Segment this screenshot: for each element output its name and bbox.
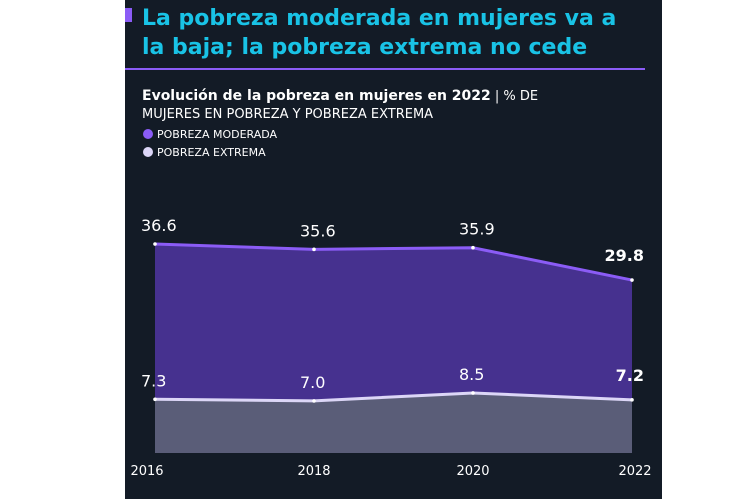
- point: [630, 398, 634, 402]
- point: [630, 278, 634, 282]
- x-tick-label: 2018: [297, 464, 330, 479]
- value-label: 8.5: [459, 365, 484, 384]
- legend-swatch: [143, 129, 153, 139]
- point: [153, 242, 157, 246]
- subtitle: Evolución de la pobreza en mujeres en 20…: [142, 88, 538, 122]
- value-label: 7.0: [300, 373, 325, 392]
- x-tick-label: 2020: [456, 464, 489, 479]
- value-label: 7.3: [141, 371, 166, 390]
- point: [471, 391, 475, 395]
- chart-title: La pobreza moderada en mujeres va a la ba…: [142, 6, 616, 60]
- subtitle-part: | % DE: [495, 89, 538, 104]
- area: [155, 392, 632, 453]
- legend-swatch: [143, 147, 153, 157]
- line: [154, 242, 633, 282]
- plot: 36.6 35.6 35.9 29.8 7.3 7.0 8.5 7.2 2016 2018 2020…: [130, 216, 651, 479]
- legend: POBREZA MODERADA POBREZA EXTREMA: [143, 128, 278, 159]
- subtitle-part: MUJERES EN POBREZA Y POBREZA EXTREMA: [142, 107, 433, 122]
- title-line: La pobreza moderada en mujeres va a: [142, 6, 616, 31]
- value-label: 7.2: [616, 366, 644, 385]
- legend-label: POBREZA EXTREMA: [157, 146, 266, 159]
- point: [153, 397, 157, 402]
- point: [471, 245, 475, 250]
- legend-label: POBREZA MODERADA: [157, 128, 278, 141]
- point: [312, 247, 316, 252]
- value-label: 36.6: [141, 216, 177, 235]
- value-label: 35.9: [459, 220, 495, 239]
- x-tick-label: 2022: [618, 464, 651, 479]
- x-tick-label: 2016: [130, 464, 163, 479]
- title-line: la baja; la pobreza extrema no cede: [142, 35, 587, 60]
- value-label: 35.6: [300, 221, 336, 240]
- point: [312, 399, 316, 403]
- value-label: 29.8: [605, 246, 644, 265]
- subtitle-bold: Evolución de la pobreza en mujeres en 20…: [142, 88, 491, 104]
- title-marker: [125, 8, 132, 22]
- line: [154, 391, 633, 403]
